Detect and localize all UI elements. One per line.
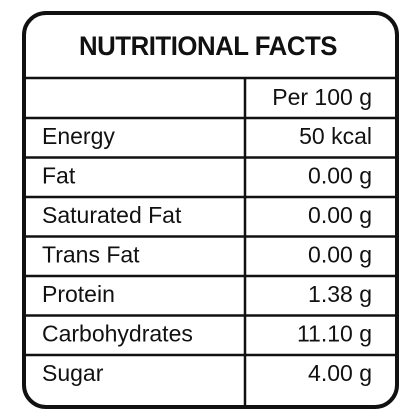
nutrient-value: 11.10 g [297, 320, 372, 346]
nutrient-name: Sugar [42, 360, 104, 386]
column-header: Per 100 g [272, 84, 372, 110]
nutrient-value: 50 kcal [299, 123, 372, 149]
rows: Energy 50 kcal Fat 0.00 g Saturated Fat 0.00 … [24, 123, 397, 386]
nutrient-value: 0.00 g [308, 202, 372, 228]
nutrient-name: Protein [42, 281, 115, 307]
nutrient-value: 0.00 g [308, 241, 372, 267]
nutrient-name: Trans Fat [42, 241, 140, 267]
outer-border [22, 11, 399, 409]
nutrient-name: Saturated Fat [42, 202, 182, 228]
nutrient-name: Energy [42, 123, 115, 149]
nutrient-value: 1.38 g [308, 281, 372, 307]
nutrient-value: 0.00 g [308, 162, 372, 188]
nutrient-value: 4.00 g [308, 360, 372, 386]
nutrient-name: Fat [42, 162, 76, 188]
nutrient-name: Carbohydrates [42, 320, 193, 346]
title: NUTRITIONAL FACTS [79, 31, 337, 61]
